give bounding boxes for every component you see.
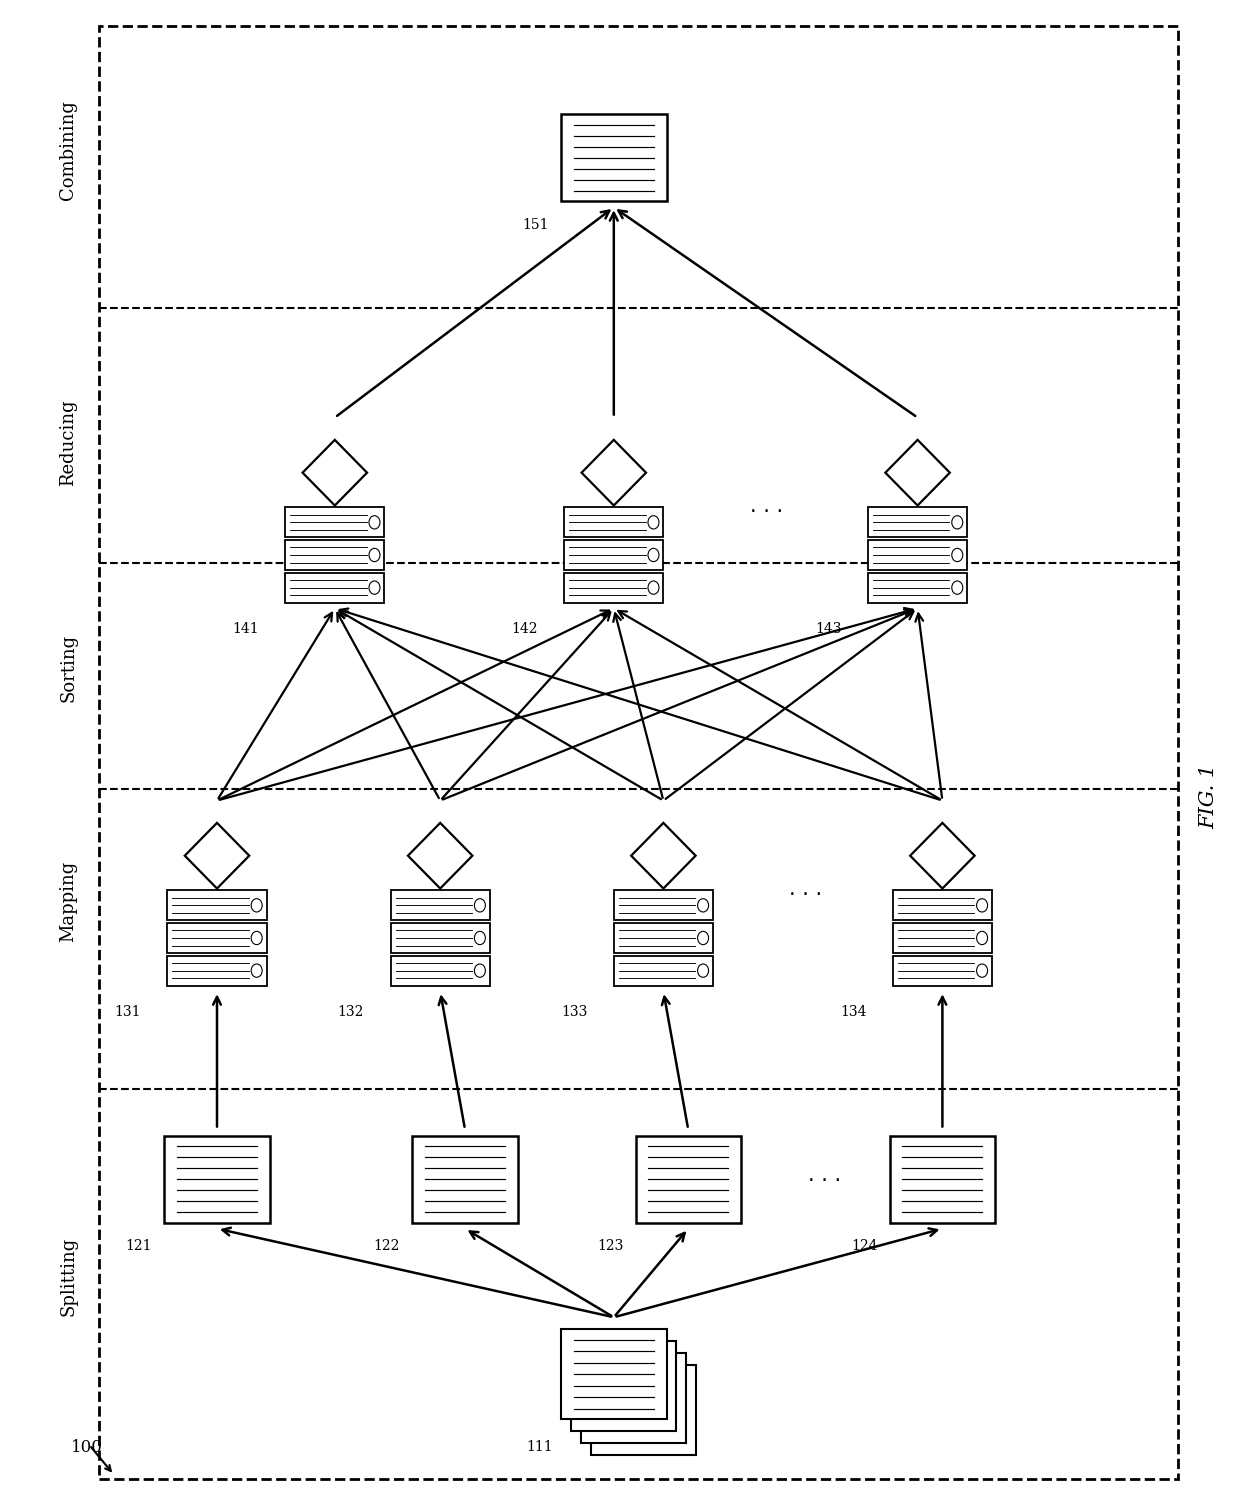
Text: Mapping: Mapping: [60, 861, 77, 942]
Text: 132: 132: [337, 1005, 365, 1018]
Bar: [285, 539, 384, 571]
Bar: [167, 891, 267, 921]
Text: 134: 134: [839, 1005, 867, 1018]
Bar: [591, 1365, 697, 1455]
Text: FIG. 1: FIG. 1: [1199, 763, 1219, 829]
Bar: [868, 508, 967, 538]
Bar: [868, 539, 967, 571]
Bar: [868, 572, 967, 602]
Bar: [391, 955, 490, 985]
Text: 123: 123: [596, 1239, 624, 1253]
Bar: [636, 1136, 742, 1223]
Polygon shape: [185, 823, 249, 889]
Bar: [285, 508, 384, 538]
Text: . . .: . . .: [750, 496, 782, 517]
Bar: [580, 1353, 687, 1443]
Bar: [893, 955, 992, 985]
Text: . . .: . . .: [808, 1164, 841, 1185]
Polygon shape: [631, 823, 696, 889]
Bar: [285, 572, 384, 602]
Text: 142: 142: [511, 622, 538, 635]
Bar: [560, 114, 667, 201]
Bar: [893, 922, 992, 954]
Bar: [560, 1329, 667, 1419]
Bar: [614, 891, 713, 921]
Text: 133: 133: [560, 1005, 588, 1018]
Polygon shape: [582, 440, 646, 506]
Text: 143: 143: [815, 622, 842, 635]
Polygon shape: [910, 823, 975, 889]
Text: 131: 131: [114, 1005, 141, 1018]
Bar: [391, 891, 490, 921]
Text: 124: 124: [851, 1239, 878, 1253]
Bar: [99, 26, 1178, 1479]
Polygon shape: [885, 440, 950, 506]
Bar: [412, 1136, 518, 1223]
Text: . . .: . . .: [790, 879, 822, 900]
Polygon shape: [303, 440, 367, 506]
Bar: [614, 922, 713, 954]
Bar: [614, 955, 713, 985]
Bar: [167, 955, 267, 985]
Bar: [164, 1136, 270, 1223]
Bar: [167, 922, 267, 954]
Bar: [564, 508, 663, 538]
Bar: [893, 891, 992, 921]
Bar: [570, 1341, 677, 1431]
Text: 100: 100: [71, 1439, 103, 1457]
Text: 122: 122: [373, 1239, 401, 1253]
Text: Combining: Combining: [60, 101, 77, 200]
Text: Sorting: Sorting: [60, 634, 77, 703]
Text: 141: 141: [232, 622, 259, 635]
Bar: [391, 922, 490, 954]
Bar: [564, 539, 663, 571]
Bar: [564, 572, 663, 602]
Text: 121: 121: [125, 1239, 153, 1253]
Text: Splitting: Splitting: [60, 1238, 77, 1316]
Text: 151: 151: [522, 218, 549, 231]
Bar: [890, 1136, 994, 1223]
Text: Reducing: Reducing: [60, 400, 77, 487]
Polygon shape: [408, 823, 472, 889]
Text: 111: 111: [526, 1440, 553, 1454]
